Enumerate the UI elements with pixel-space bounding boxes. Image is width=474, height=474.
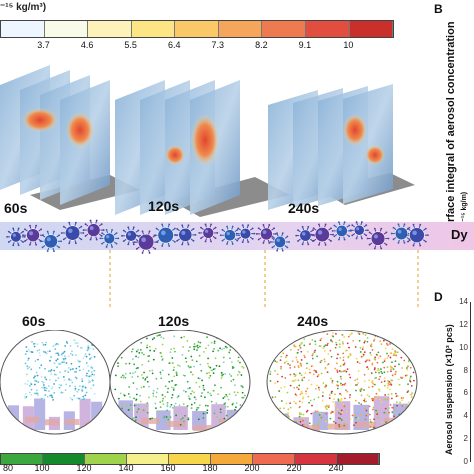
top-colorbar-segment (44, 21, 89, 37)
virus-particle (295, 225, 316, 246)
virus-particle (82, 219, 105, 241)
bottom-colorbar-segment (1, 454, 43, 464)
virus-particle (133, 230, 159, 254)
virus-particle (349, 221, 369, 240)
virus-particle (235, 224, 256, 244)
bottom-colorbar-tick: 80 (2, 463, 14, 473)
top-colorbar-unit: ⁻¹⁵ kg/m³) (0, 2, 47, 13)
bottom-colorbar-tick: 120 (76, 463, 92, 473)
panel-d-ytick: 10 (459, 342, 468, 352)
bottom-colorbar (0, 453, 380, 465)
bottom-colorbar-segment (85, 454, 127, 464)
bottom-colorbar-tick: 100 (34, 463, 50, 473)
bottom-colorbar-tick: 180 (202, 463, 218, 473)
bottom-colorbar-tick: 240 (328, 463, 344, 473)
bottom-colorbar-ticks: 80 100 120 140 160 180 200 220 240 (0, 463, 400, 474)
slice-stack-240s (268, 84, 415, 210)
bottom-colorbar-tick: 220 (286, 463, 302, 473)
virus-particle (174, 224, 197, 246)
bottom-colorbar-segment (295, 454, 337, 464)
virus-particle (198, 223, 219, 243)
upper-time-2: 120s (148, 198, 180, 214)
upper-time-1: 60s (4, 200, 28, 216)
bottom-colorbar-segment (253, 454, 295, 464)
virus-particle (6, 227, 26, 247)
bottom-colorbar-tick: 140 (118, 463, 134, 473)
bottom-colorbar-segment (169, 454, 211, 464)
dashed-connectors (109, 250, 419, 308)
particle-cloud-120s (114, 334, 246, 432)
particle-cloud-60s (5, 339, 103, 430)
particle-cloud-240s (269, 331, 415, 432)
top-colorbar-segment (175, 21, 219, 37)
virus-particle (219, 225, 240, 245)
panel-d-ytick: 6 (463, 388, 468, 398)
panel-d-ytick: 4 (463, 411, 468, 421)
bottom-colorbar-tick: 200 (244, 463, 260, 473)
panel-d-yticks: 14 12 10 8 6 4 2 0 (458, 297, 470, 472)
top-colorbar-ticks: 3.7 4.6 5.5 6.4 7.3 8.2 9.1 10 (0, 40, 400, 52)
lower-time-1: 60s (22, 313, 46, 329)
virus-particles (6, 219, 429, 254)
panel-d-ytick: 12 (459, 319, 468, 329)
virus-particle (331, 221, 352, 241)
virus-particle (366, 227, 390, 250)
bottom-colorbar-segment (43, 454, 85, 464)
virus-particle (255, 223, 277, 244)
bottom-colorbar-segment (211, 454, 253, 464)
virus-particle (60, 221, 85, 245)
bottom-colorbar-tick: 160 (160, 463, 176, 473)
lower-time-2: 120s (158, 313, 190, 329)
top-colorbar-tick: 9.1 (298, 40, 312, 50)
panel-d-ytick: 0 (463, 457, 468, 466)
virus-particle (404, 223, 429, 247)
upper-time-3: 240s (288, 200, 320, 216)
virus-particle (153, 223, 178, 247)
top-colorbar-tick: 7.3 (211, 40, 225, 50)
top-colorbar-segment (262, 21, 306, 37)
top-colorbar-segment (1, 21, 45, 37)
panel-d-ylabel: Aerosol suspension (×10³ pcs) (444, 324, 454, 455)
virus-particle (39, 230, 62, 252)
virus-particle (310, 223, 334, 246)
virus-particle (22, 224, 44, 246)
panel-d-ytick: 8 (463, 365, 468, 375)
top-colorbar-tick: 5.5 (124, 40, 137, 50)
top-colorbar-tick: 4.6 (80, 40, 94, 50)
top-colorbar-tick: 6.4 (167, 40, 181, 50)
virus-particle (121, 226, 141, 246)
band-label: Dy (451, 227, 468, 242)
top-colorbar-tick: 8.2 (255, 40, 268, 50)
virus-particle (269, 232, 291, 252)
bottom-colorbar-segment (337, 454, 379, 464)
top-colorbar-segment (88, 21, 132, 37)
virus-particle (99, 228, 120, 248)
bottom-colorbar-segment (127, 454, 169, 464)
top-colorbar-segment (349, 21, 394, 37)
top-colorbar-tick: 3.7 (37, 40, 50, 50)
panel-b-letter: B (434, 2, 443, 16)
panel-d-axis (470, 302, 471, 462)
slice-stack-120s (115, 80, 290, 217)
upper-slices-figure (0, 65, 415, 217)
top-colorbar-segment (131, 21, 176, 37)
panel-d-ytick: 14 (459, 297, 468, 306)
particle-clouds (0, 330, 418, 435)
top-colorbar-tick: 10 (343, 40, 354, 50)
top-colorbar (0, 20, 394, 38)
panel-d-ytick: 2 (463, 434, 468, 444)
slice-stack-60s (0, 65, 140, 210)
lower-time-3: 240s (297, 313, 329, 329)
panel-d-letter: D (434, 290, 443, 304)
top-colorbar-segment (218, 21, 263, 37)
panel-b-ylabel: Surface integral of aerosol concentratio… (445, 21, 457, 236)
virus-particle (390, 223, 413, 244)
top-colorbar-segment (305, 21, 350, 37)
